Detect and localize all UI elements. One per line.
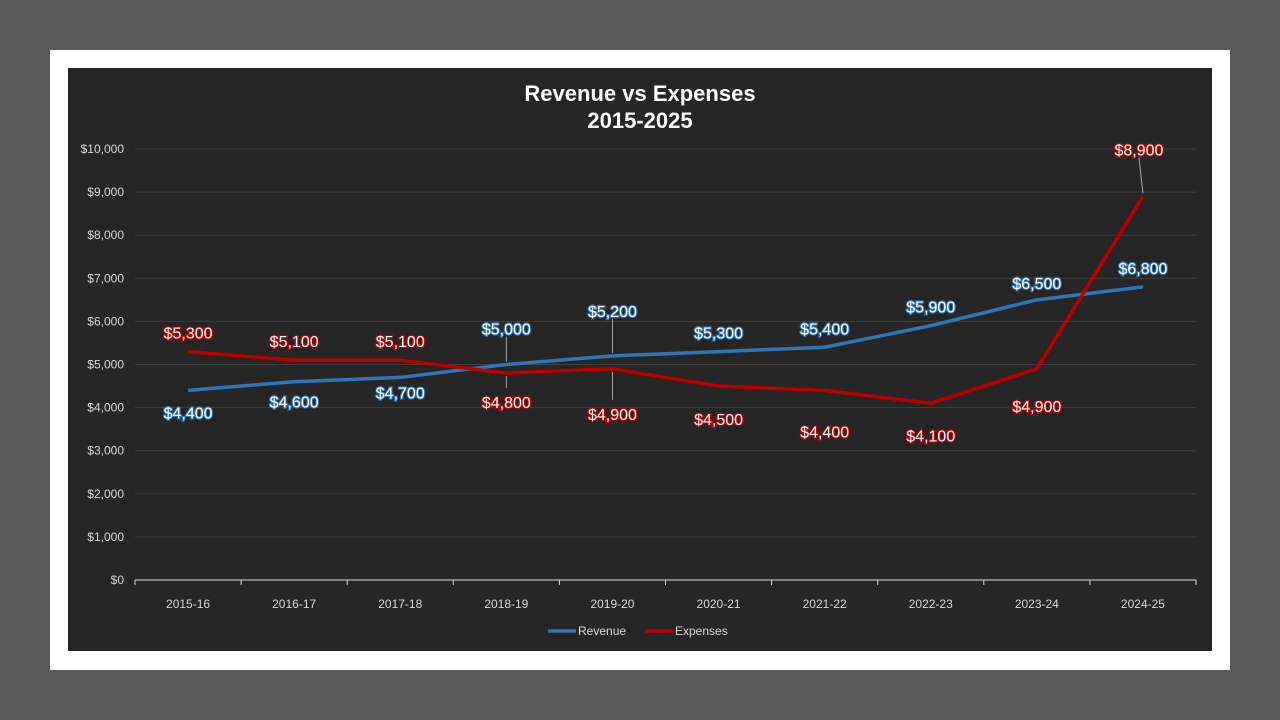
revenue-data-label: $5,300 — [694, 326, 743, 343]
revenue-data-label: $5,400 — [800, 321, 849, 338]
expenses-data-label: $5,100 — [376, 334, 425, 351]
x-tick-label: 2020-21 — [697, 597, 741, 611]
chart-subtitle: 2015-2025 — [587, 108, 692, 133]
expenses-data-label: $4,800 — [482, 395, 531, 412]
revenue-data-label: $4,600 — [270, 395, 319, 412]
expenses-data-label: $4,100 — [906, 428, 955, 445]
y-tick-label: $3,000 — [87, 444, 124, 458]
x-tick-label: 2015-16 — [166, 597, 210, 611]
leader-line — [1138, 157, 1144, 194]
chart-title: Revenue vs Expenses — [524, 81, 755, 106]
expenses-line — [187, 195, 1145, 406]
revenue-data-label: $5,000 — [482, 322, 531, 339]
x-tick-label: 2021-22 — [803, 597, 847, 611]
x-tick-label: 2019-20 — [590, 597, 634, 611]
x-tick-label: 2018-19 — [484, 597, 528, 611]
expenses-data-label: $8,900 — [1114, 142, 1163, 159]
revenue-data-label: $5,200 — [588, 304, 637, 321]
revenue-data-label: $5,900 — [906, 300, 955, 317]
legend-label: Expenses — [675, 624, 728, 638]
x-tick-label: 2016-17 — [272, 597, 316, 611]
revenue-data-label: $6,500 — [1012, 276, 1061, 293]
expenses-data-label: $4,500 — [694, 412, 743, 429]
x-tick-label: 2024-25 — [1121, 597, 1165, 611]
expenses-data-label: $4,400 — [800, 424, 849, 441]
expenses-data-label: $4,900 — [1012, 399, 1061, 416]
y-tick-label: $4,000 — [87, 401, 124, 415]
y-tick-label: $1,000 — [87, 530, 124, 544]
y-tick-label: $9,000 — [87, 185, 124, 199]
revenue-data-label: $4,700 — [376, 385, 425, 402]
x-tick-label: 2022-23 — [909, 597, 953, 611]
expenses-data-label: $4,900 — [588, 407, 637, 424]
revenue-data-label: $4,400 — [164, 405, 213, 422]
y-tick-label: $0 — [111, 573, 125, 587]
y-tick-label: $2,000 — [87, 487, 124, 501]
y-tick-label: $10,000 — [81, 142, 125, 156]
chart-area: Revenue vs Expenses 2015-2025 $0 $1,000 $2… — [68, 68, 1212, 651]
legend-label: Revenue — [578, 624, 626, 638]
revenue-data-label: $6,800 — [1118, 261, 1167, 278]
revenue-line — [187, 285, 1144, 393]
x-tick-label: 2017-18 — [378, 597, 422, 611]
x-tick-label: 2023-24 — [1015, 597, 1059, 611]
y-tick-label: $8,000 — [87, 228, 124, 242]
expenses-data-label: $5,100 — [270, 334, 319, 351]
y-tick-label: $6,000 — [87, 314, 124, 328]
line-chart: Revenue vs Expenses 2015-2025 $0 $1,000 $2… — [81, 81, 1197, 638]
expenses-data-label: $5,300 — [164, 326, 213, 343]
y-tick-label: $5,000 — [87, 358, 124, 372]
y-tick-label: $7,000 — [87, 271, 124, 285]
